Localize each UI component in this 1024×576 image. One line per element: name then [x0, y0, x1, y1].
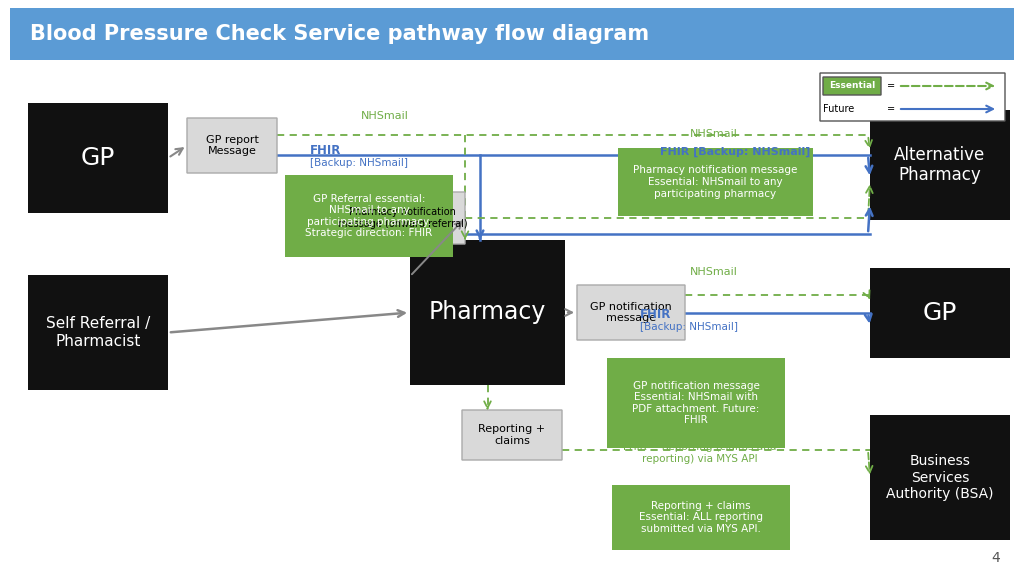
- FancyBboxPatch shape: [285, 175, 453, 257]
- Text: Essential: Essential: [828, 81, 876, 90]
- Text: Pharmacy notification
message (onward referral): Pharmacy notification message (onward re…: [338, 207, 467, 229]
- Text: GP: GP: [81, 146, 115, 170]
- FancyBboxPatch shape: [870, 415, 1010, 540]
- FancyBboxPatch shape: [618, 148, 813, 216]
- Text: Future: Future: [823, 104, 854, 114]
- FancyBboxPatch shape: [870, 268, 1010, 358]
- FancyBboxPatch shape: [607, 358, 785, 448]
- Text: Pharmacy notification message
Essential: NHSmail to any
participating pharmacy: Pharmacy notification message Essential:…: [633, 165, 798, 199]
- Text: NHSmail: NHSmail: [361, 111, 409, 121]
- Text: Alternative
Pharmacy: Alternative Pharmacy: [894, 146, 986, 184]
- Text: GP report
Message: GP report Message: [206, 135, 258, 156]
- FancyBboxPatch shape: [340, 192, 465, 244]
- Text: NHSmail: NHSmail: [690, 129, 738, 139]
- Text: Reporting + claims
Essential: ALL reporting
submitted via MYS API.: Reporting + claims Essential: ALL report…: [639, 501, 763, 534]
- FancyBboxPatch shape: [10, 8, 1014, 60]
- FancyBboxPatch shape: [820, 73, 1005, 121]
- FancyBboxPatch shape: [28, 275, 168, 390]
- Text: [Backup: NHSmail]: [Backup: NHSmail]: [310, 158, 408, 168]
- Text: =: =: [887, 104, 895, 114]
- Text: GP notification message
Essential: NHSmail with
PDF attachment. Future:
FHIR: GP notification message Essential: NHSma…: [632, 381, 760, 426]
- FancyBboxPatch shape: [462, 410, 562, 460]
- Text: FHIR: FHIR: [310, 143, 341, 157]
- Text: =: =: [887, 81, 895, 91]
- Text: GP Referral essential:
NHSmail to any
participating pharmacy.
Strategic directio: GP Referral essential: NHSmail to any pa…: [305, 194, 432, 238]
- Text: Self Referral /
Pharmacist: Self Referral / Pharmacist: [46, 316, 151, 348]
- FancyBboxPatch shape: [577, 285, 685, 340]
- Text: FHIR –  Reporting (claims and
reporting) via MYS API: FHIR – Reporting (claims and reporting) …: [624, 442, 776, 464]
- Text: NHSmail: NHSmail: [690, 267, 738, 277]
- FancyBboxPatch shape: [187, 118, 278, 173]
- FancyBboxPatch shape: [870, 110, 1010, 220]
- FancyBboxPatch shape: [823, 77, 881, 95]
- Text: Business
Services
Authority (BSA): Business Services Authority (BSA): [886, 454, 993, 501]
- Text: Reporting +
claims: Reporting + claims: [478, 424, 546, 446]
- Text: GP: GP: [923, 301, 957, 325]
- FancyBboxPatch shape: [612, 485, 790, 550]
- FancyBboxPatch shape: [28, 103, 168, 213]
- Text: Pharmacy: Pharmacy: [429, 301, 546, 324]
- Text: FHIR [Backup: NHSmail]: FHIR [Backup: NHSmail]: [660, 147, 810, 157]
- Text: Blood Pressure Check Service pathway flow diagram: Blood Pressure Check Service pathway flo…: [30, 24, 649, 44]
- Text: [Backup: NHSmail]: [Backup: NHSmail]: [640, 322, 738, 332]
- FancyBboxPatch shape: [410, 240, 565, 385]
- Text: 4: 4: [991, 551, 1000, 565]
- Text: FHIR: FHIR: [640, 308, 672, 320]
- Text: GP notification
message: GP notification message: [590, 302, 672, 323]
